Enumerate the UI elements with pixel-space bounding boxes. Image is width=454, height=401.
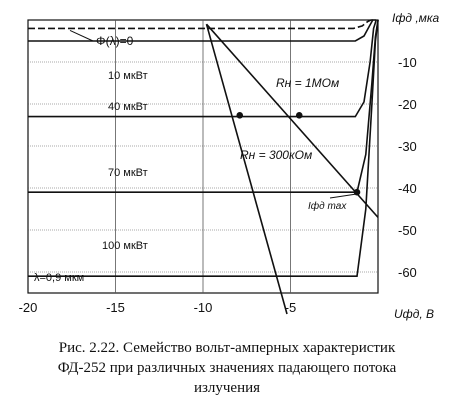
annotation-1: 10 мкВт	[108, 70, 148, 82]
operating-point-1	[295, 112, 303, 119]
annotation-pointer-0	[69, 29, 94, 42]
annotation-7: Iфд max	[308, 200, 347, 212]
annotation-5: Rн = 1МОм	[276, 76, 339, 90]
y-tick-label-4: -50	[398, 223, 417, 238]
annotation-0: Φ(λ)=0	[96, 34, 134, 48]
load-lines	[205, 23, 379, 315]
series-line-1	[28, 19, 377, 42]
load-line-0	[205, 23, 379, 218]
iv-chart: -20 -15 -10 -5 -10 -20 -30 -40 -50 -60 Iфд ,мка Uф…	[19, 11, 440, 321]
series-line-2	[28, 19, 377, 118]
caption-line-2: ФД-252 при различных значениях падающего…	[57, 360, 397, 376]
grid	[27, 19, 379, 294]
tick-labels: -20 -15 -10 -5 -10 -20 -30 -40 -50 -60	[19, 55, 417, 315]
caption-line-3: излучения	[193, 380, 261, 396]
series-line-4	[28, 19, 379, 277]
annotation-6: Rн = 300кОм	[240, 148, 312, 162]
figure-caption: Рис. 2.22. Семейство вольт-амперных хара…	[0, 338, 454, 398]
caption-line-1: Рис. 2.22. Семейство вольт-амперных хара…	[58, 340, 396, 356]
annotation-2: 40 мкВт	[108, 101, 148, 113]
y-tick-label-1: -20	[398, 97, 417, 112]
x-tick-label-1: -15	[106, 300, 125, 315]
annotation-3: 70 мкВт	[108, 167, 148, 179]
x-tick-label-2: -10	[194, 300, 213, 315]
x-tick-label-0: -20	[19, 300, 38, 315]
series-line-0	[28, 19, 375, 30]
annotation-8: λ=0,9 мкм	[34, 272, 84, 284]
operating-points	[236, 112, 361, 196]
operating-point-2	[353, 188, 361, 196]
x-axis-title: Uфд, В	[394, 307, 434, 321]
annotation-4: 100 мкВт	[102, 240, 148, 252]
load-line-1	[205, 23, 288, 315]
y-tick-label-2: -30	[398, 139, 417, 154]
annotation-pointer-imax	[329, 193, 356, 199]
y-axis-title: Iфд ,мка	[392, 11, 440, 25]
y-tick-label-0: -10	[398, 55, 417, 70]
x-tick-label-3: -5	[285, 300, 297, 315]
y-tick-label-5: -60	[398, 265, 417, 280]
operating-point-0	[236, 112, 244, 119]
annotations: Iфд ,мка Uфд, В Φ(λ)=0 10 мкВт 40 мкВт 70 мкВ…	[34, 11, 440, 321]
y-tick-label-3: -40	[398, 181, 417, 196]
